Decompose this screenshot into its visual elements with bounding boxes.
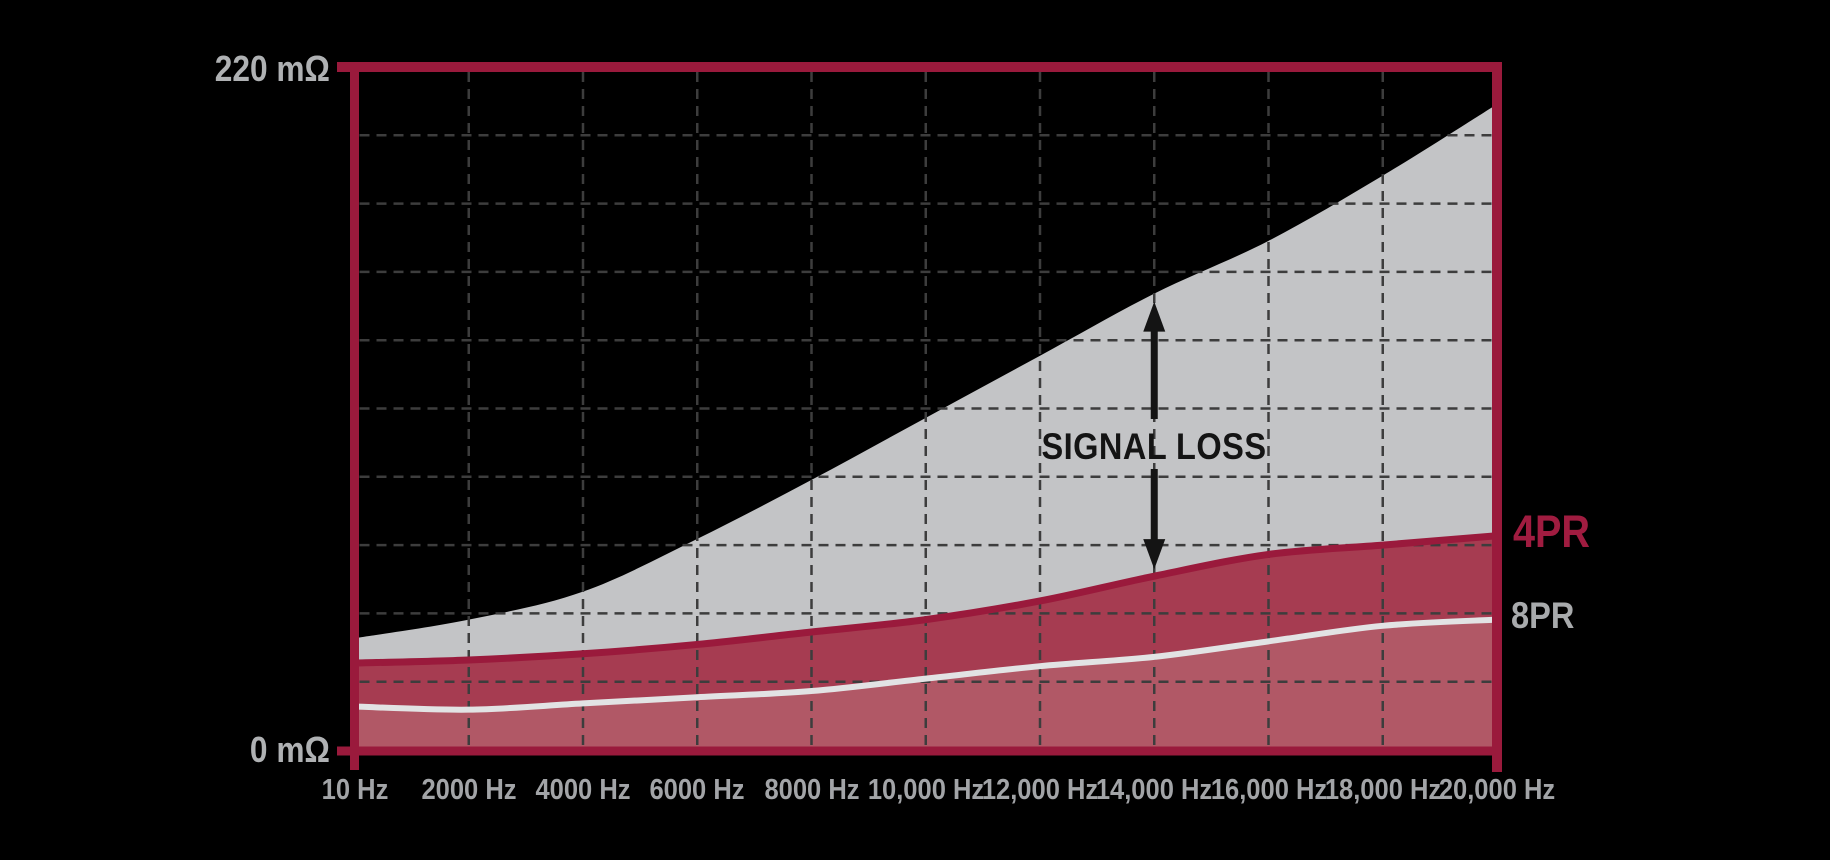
- signal-loss-arrow-down-head: [1143, 539, 1166, 570]
- x-tick-label: 18,000 Hz: [1324, 774, 1441, 806]
- x-tick-label: 6000 Hz: [649, 774, 745, 806]
- x-tick-label: 4000 Hz: [535, 774, 631, 806]
- series-label-4pr: 4PR: [1513, 506, 1591, 557]
- signal-loss-annotation: SIGNAL LOSS: [1041, 426, 1267, 467]
- x-tick-label: 12,000 Hz: [981, 774, 1099, 806]
- x-tick-label: 14,000 Hz: [1096, 774, 1213, 806]
- signal-loss-arrow-up-head: [1143, 301, 1166, 332]
- x-tick-label: 16,000 Hz: [1210, 774, 1327, 806]
- curve-8pr: [354, 616, 1498, 713]
- x-tick-label: 2000 Hz: [421, 774, 517, 806]
- series-label-8pr: 8PR: [1511, 595, 1575, 636]
- curve-4pr: [354, 532, 1498, 667]
- x-tick-label: 8000 Hz: [763, 774, 860, 806]
- y-axis-min-label: 0 mΩ: [250, 729, 330, 770]
- x-tick-label: 20,000 Hz: [1438, 774, 1556, 806]
- x-tick-label: 10 Hz: [321, 774, 388, 806]
- x-tick-label: 10,000 Hz: [867, 774, 984, 806]
- y-axis-max-label: 220 mΩ: [214, 48, 330, 89]
